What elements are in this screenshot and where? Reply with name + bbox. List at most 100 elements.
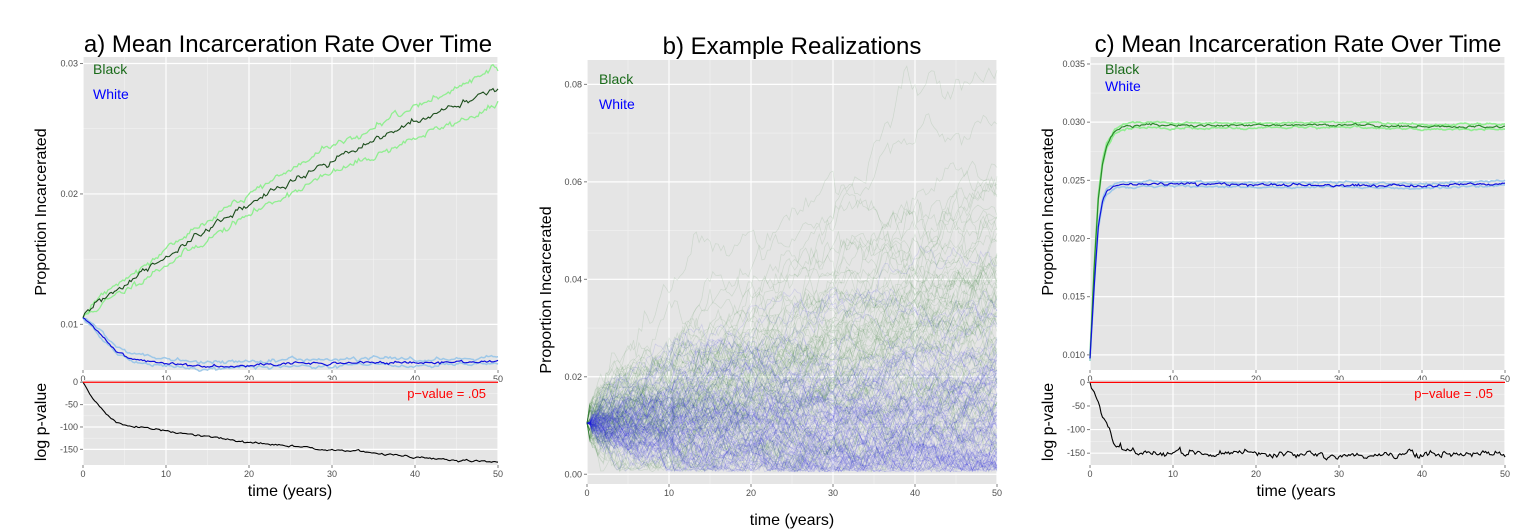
panel-a-ylabel: Proportion Incarcerated [33,128,50,295]
black-realization [586,252,998,424]
black-realization [586,372,998,462]
panel-b: 0.00 0.02 0.04 0.06 0.08 0 10 20 30 40 50 Black Wh… [538,60,1002,529]
white-realization [586,391,998,460]
white-realization [586,385,998,473]
black-realization [586,199,998,451]
white-realization [586,373,998,439]
black-realization [586,295,998,446]
white-realization [586,398,998,473]
black-realization [586,235,998,424]
white-realization [586,354,998,424]
panel-c-pvalue-label: p−value = .05 [1414,386,1493,401]
white-realization [586,408,998,473]
black-realization [586,313,998,472]
white-realization [586,290,998,429]
c-up-xtick-label: 50 [1500,374,1510,384]
white-mean-line [1089,181,1506,359]
white-realization [586,345,998,443]
white-realization [586,380,998,472]
white-realization [586,364,998,472]
black-realization [586,329,998,424]
black-realization [586,374,998,473]
c-up-xtick-label: 30 [1334,374,1344,384]
white-realization [586,364,998,454]
black-realization [586,294,998,439]
panel-b-ticks: 0.00 0.02 0.04 0.06 0.08 0 10 20 30 40 50 [564,79,1002,498]
white-realization [586,366,998,432]
white-realization [586,404,998,470]
white-realization [586,337,998,443]
white-realization [586,338,998,424]
black-realization [586,272,998,424]
white-realization [586,380,998,471]
black-realization [586,286,998,472]
white-realization [586,360,998,434]
panel-c-upper: 0.010 0.015 0.020 0.025 0.030 0.035 0 10 20 30 40 5… [1040,57,1510,384]
black-realization [586,318,998,424]
black-realization [586,347,998,471]
black-mean-line [1089,122,1506,359]
white-realization [586,354,998,437]
white-realization [586,373,998,458]
white-realization [586,408,998,472]
b-xtick-label: 20 [746,488,756,498]
white-realization [586,385,998,472]
white-realization [586,288,998,429]
white-realization [586,422,998,473]
white-realization [586,381,998,460]
white-realization [586,287,998,429]
white-lower-band [82,317,499,373]
black-upper-band [1089,120,1506,356]
panel-c-title: c) Mean Incarceration Rate Over Time [1095,31,1502,58]
panel-a-lower-ylabel: log p-value [33,383,50,461]
white-realization [586,395,998,472]
white-realization [586,422,998,473]
black-realization [586,231,998,425]
c-up-ytick-label: 0.010 [1062,350,1085,360]
black-realization [586,266,998,440]
white-realization [586,386,998,457]
white-realization [586,401,998,471]
white-realization [586,322,998,425]
black-realization [586,323,998,425]
black-realization [586,332,998,451]
b-xtick-label: 10 [664,488,674,498]
white-realization [586,372,998,472]
black-realization [586,303,998,443]
black-realization [586,312,998,430]
black-realization [586,319,998,430]
black-realization [586,342,998,441]
black-realization [586,349,998,471]
b-ytick-label: 0.06 [564,177,582,187]
c-up-ytick-label: 0.020 [1062,234,1085,244]
panel-c-legend-black: Black [1105,61,1140,77]
white-realization [586,340,998,442]
black-realization [586,394,998,473]
a-lo-xtick-label: 10 [161,469,171,479]
white-realization [586,375,998,472]
panel-c-lower: 0 -50 -100 -150 0 10 20 30 40 50 p−value = .05 lo… [1040,377,1510,500]
black-realization [586,217,998,424]
a-up-xtick-label: 30 [327,374,337,384]
white-realization [586,346,998,437]
black-realization [586,367,998,457]
white-realization [586,371,998,435]
a-lo-ytick-label: -50 [65,400,78,410]
white-realization [586,418,998,473]
black-realization [586,375,998,473]
black-realization [586,288,998,445]
panel-b-legend-black: Black [599,71,634,87]
black-realization [586,359,998,472]
panel-a-lower-ticks: 0 -50 -100 -150 0 10 20 30 40 50 [60,377,503,479]
white-realization [586,401,998,473]
panel-c-ylabel: Proportion Incarcerated [1040,128,1057,295]
b-xtick-label: 40 [910,488,920,498]
black-realization [586,333,998,424]
panel-a-title: a) Mean Incarceration Rate Over Time [84,31,492,58]
white-realization [586,350,998,429]
panel-a-legend-white: White [93,86,129,102]
b-ytick-label: 0.04 [564,274,582,284]
a-lo-ytick-label: -100 [60,422,78,432]
white-realization [586,360,998,438]
